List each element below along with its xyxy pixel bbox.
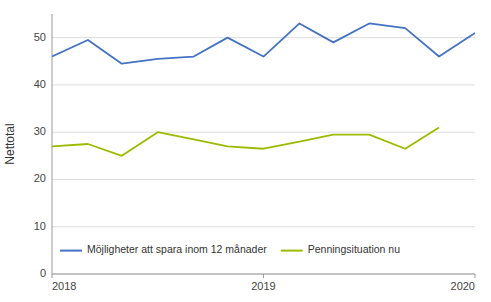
grid-line [52, 84, 475, 85]
x-tick-label: 2020 [451, 280, 475, 292]
chart-container: 0 10 20 30 40 50 2018 2019 2020 Nettotal Möjlighet… [0, 0, 491, 302]
x-tick [263, 274, 264, 278]
y-tick-label: 20 [34, 172, 46, 184]
y-axis-line [52, 14, 53, 274]
legend-label: Penningsituation nu [308, 243, 400, 255]
y-tick-label: 40 [34, 78, 46, 90]
grid-line [52, 37, 475, 38]
legend: Möjligheter att spara inom 12 månader Pen… [56, 242, 404, 259]
plot-area [52, 23, 475, 155]
grid-line [52, 226, 475, 227]
legend-swatch [60, 250, 82, 252]
series-line [52, 127, 439, 155]
series-line [52, 23, 475, 63]
x-tick [475, 274, 476, 278]
legend-label: Möjligheter att spara inom 12 månader [87, 243, 267, 255]
grid-line [52, 132, 475, 133]
legend-item: Möjligheter att spara inom 12 månader [60, 243, 267, 255]
y-tick-label: 30 [34, 125, 46, 137]
y-tick-label: 10 [34, 220, 46, 232]
y-axis-label: Nettotal [3, 123, 17, 164]
legend-swatch [281, 250, 303, 252]
x-tick [52, 274, 53, 278]
grid-line [52, 179, 475, 180]
x-tick-label: 2018 [52, 280, 76, 292]
grid [52, 38, 475, 274]
y-tick-label: 50 [34, 31, 46, 43]
y-tick-label: 0 [40, 267, 46, 279]
legend-background [56, 242, 404, 259]
legend-item: Penningsituation nu [281, 243, 400, 255]
chart-svg: 0 10 20 30 40 50 2018 2019 2020 Nettotal Möjlighet… [0, 0, 491, 302]
x-tick-label: 2019 [251, 280, 275, 292]
